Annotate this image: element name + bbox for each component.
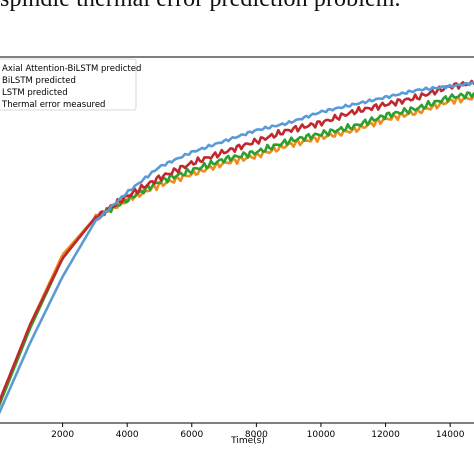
x-axis-label: Time(s) (230, 436, 265, 446)
x-tick-label: 10000 (307, 430, 336, 440)
x-tick-label: 6000 (180, 430, 203, 440)
series-line-bilstm-predicted (0, 79, 474, 404)
x-tick-label: 14000 (436, 430, 465, 440)
x-axis: 2000 4000 6000 8000 10000 12000 14000 (51, 423, 465, 440)
series-line-axial-attention-bilstm-predicted (0, 80, 474, 415)
x-tick-label: 12000 (371, 430, 400, 440)
series-lines (0, 79, 474, 415)
x-tick-label: 4000 (116, 430, 139, 440)
legend-label-bilstm-predicted: BiLSTM predicted (2, 76, 76, 86)
series-line-lstm-predicted (0, 91, 474, 407)
x-tick-label: 2000 (51, 430, 74, 440)
legend-box (0, 58, 137, 111)
legend: Axial Attention-BiLSTM predicted BiLSTM p… (0, 58, 141, 111)
x-tick-label: 8000 (245, 430, 268, 440)
plot-frame (0, 56, 474, 424)
figure-caption: spindle thermal error prediction problem… (0, 0, 474, 13)
legend-label-axial-attention-bilstm-predicted: Axial Attention-BiLSTM predicted (2, 64, 141, 74)
legend-label-thermal-error-measured: Thermal error measured (1, 100, 105, 110)
legend-label-lstm-predicted: LSTM predicted (2, 88, 68, 98)
